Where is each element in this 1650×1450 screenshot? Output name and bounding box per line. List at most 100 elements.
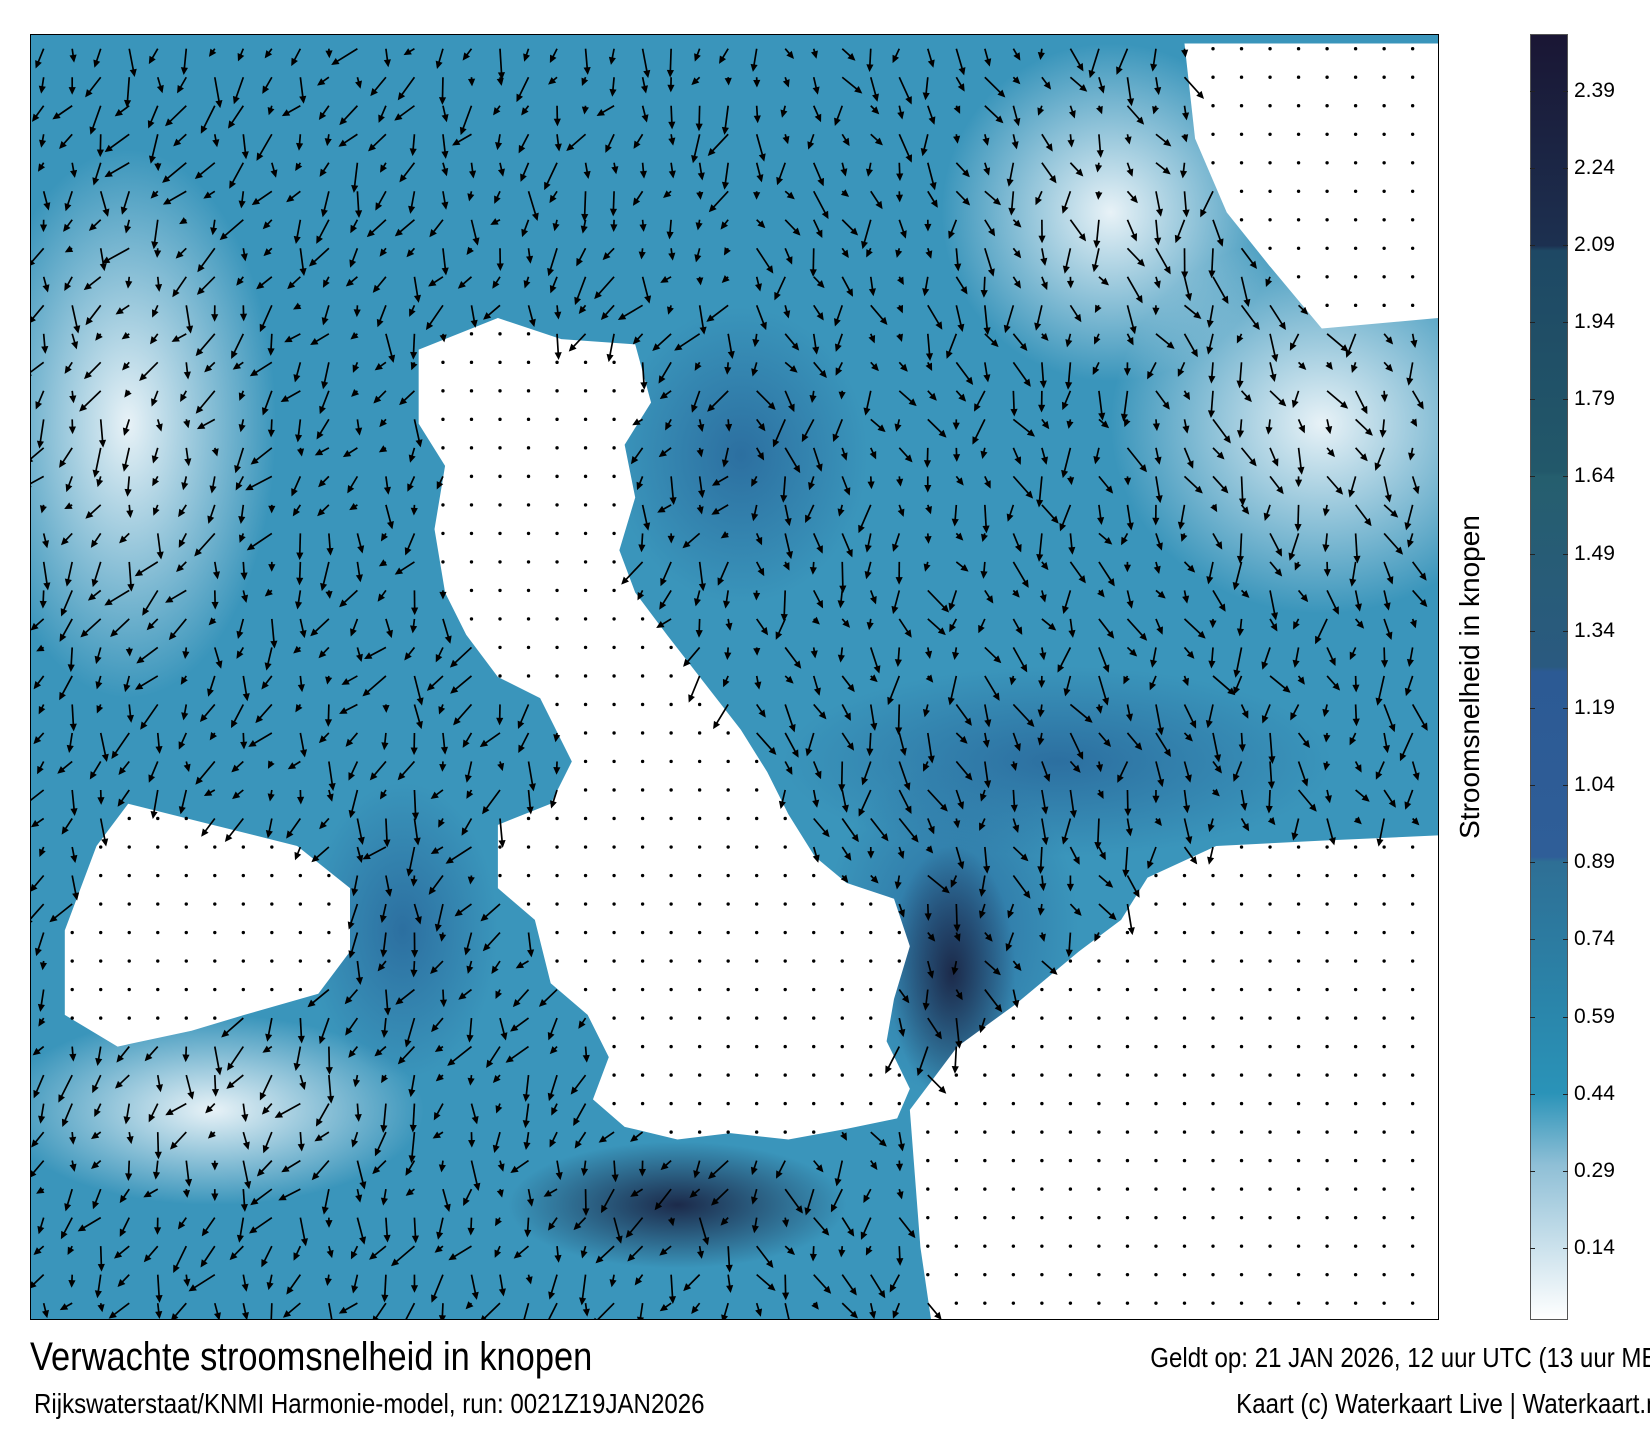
arrow-head	[667, 535, 675, 544]
land-dot	[926, 1244, 930, 1248]
land-dot	[697, 759, 702, 764]
arrow-head	[262, 221, 271, 230]
land-dot	[1011, 1301, 1016, 1305]
arrow-head	[63, 223, 71, 232]
land-dot	[897, 959, 901, 963]
land-dot	[526, 845, 531, 849]
arrow-head	[255, 715, 264, 724]
land-dot	[1239, 1244, 1244, 1248]
arrow-head	[1364, 517, 1372, 527]
arrow-head	[33, 1247, 42, 1255]
land-dot	[555, 560, 559, 564]
land-dot	[669, 702, 673, 707]
arrow-head	[156, 84, 164, 94]
arrow-head	[49, 914, 58, 923]
arrow-head	[454, 908, 463, 917]
land-dot	[726, 959, 730, 963]
arrow-head	[596, 109, 605, 116]
land-dot	[1268, 902, 1272, 906]
arrow-head	[500, 1032, 508, 1041]
arrow-head	[660, 1162, 669, 1171]
arrow-head	[894, 659, 902, 668]
arrow-head	[638, 251, 646, 260]
arrow-head	[842, 619, 851, 628]
land-dot	[1382, 930, 1386, 935]
land-dot	[1125, 1016, 1130, 1020]
arrow-head	[154, 250, 162, 258]
arrow-head	[980, 570, 988, 579]
arrow-head	[907, 1229, 916, 1239]
land-dot	[1296, 1130, 1301, 1134]
arrow-head	[873, 665, 881, 674]
arrow-head	[464, 774, 472, 783]
land-dot	[869, 1016, 873, 1020]
arrow-head	[924, 485, 932, 493]
arrow-head	[441, 167, 449, 177]
arrow-head	[95, 681, 103, 690]
arrow-head	[462, 739, 470, 748]
arrow-head	[394, 113, 403, 121]
arrow-head	[812, 86, 820, 95]
arrow-head	[812, 799, 820, 808]
arrow-head	[892, 543, 899, 552]
arrow-head	[725, 622, 733, 631]
arrow-head	[117, 1279, 126, 1288]
land-dot	[640, 731, 645, 735]
arrow-head	[865, 168, 874, 177]
arrow-head	[895, 1163, 904, 1172]
arrow-head	[785, 675, 794, 684]
land-dot	[669, 1073, 673, 1077]
arrow-head	[1097, 589, 1105, 598]
arrow-head	[101, 753, 109, 762]
current-speed-map[interactable]	[30, 34, 1439, 1320]
arrow-head	[155, 746, 163, 754]
land-dot	[241, 987, 246, 992]
land-dot	[1154, 873, 1158, 878]
arrow-head	[345, 1027, 353, 1036]
arrow-head	[345, 738, 354, 747]
land-dot	[184, 959, 188, 963]
arrow-head	[122, 427, 130, 436]
arrow-head	[640, 85, 648, 94]
arrow-head	[1014, 456, 1022, 465]
arrow-head	[195, 405, 204, 414]
arrow-head	[696, 277, 704, 286]
arrow-head	[1324, 795, 1332, 804]
colorbar-tick-label: 1.34	[1574, 618, 1615, 642]
arrow-head	[212, 571, 221, 580]
land-dot	[1325, 1101, 1329, 1106]
land-dot	[1353, 47, 1358, 51]
land-dot	[1268, 1044, 1272, 1049]
arrow-head	[1072, 764, 1081, 773]
arrow-head	[1034, 322, 1042, 331]
arrow-head	[239, 313, 248, 322]
arrow-head	[1095, 764, 1104, 773]
land-dot	[1268, 845, 1272, 849]
land-dot	[697, 987, 702, 992]
arrow-head	[261, 681, 269, 690]
arrow-head	[227, 120, 236, 129]
arrow-head	[1249, 458, 1257, 467]
land-dot	[754, 788, 759, 792]
arrow-head	[980, 289, 988, 298]
arrow-head	[299, 95, 307, 104]
land-dot	[1211, 1044, 1215, 1049]
land-dot	[1154, 987, 1158, 992]
land-dot	[1325, 1130, 1329, 1134]
arrow-head	[1249, 260, 1257, 270]
arrow-head	[1207, 823, 1215, 833]
colorbar-tick-label: 1.19	[1574, 695, 1615, 719]
arrow-head	[1036, 499, 1044, 508]
arrow-head	[897, 1143, 905, 1152]
arrow-head	[894, 881, 902, 890]
arrow-head	[1263, 512, 1271, 522]
arrow-head	[448, 1253, 457, 1261]
land-dot	[612, 759, 616, 764]
arrow-head	[1097, 517, 1105, 526]
arrow-head	[1117, 774, 1124, 783]
arrow-head	[1154, 87, 1162, 96]
arrow-head	[176, 564, 184, 573]
arrow-head	[1037, 737, 1045, 746]
arrow-head	[95, 1057, 103, 1066]
arrow-head	[413, 294, 422, 303]
